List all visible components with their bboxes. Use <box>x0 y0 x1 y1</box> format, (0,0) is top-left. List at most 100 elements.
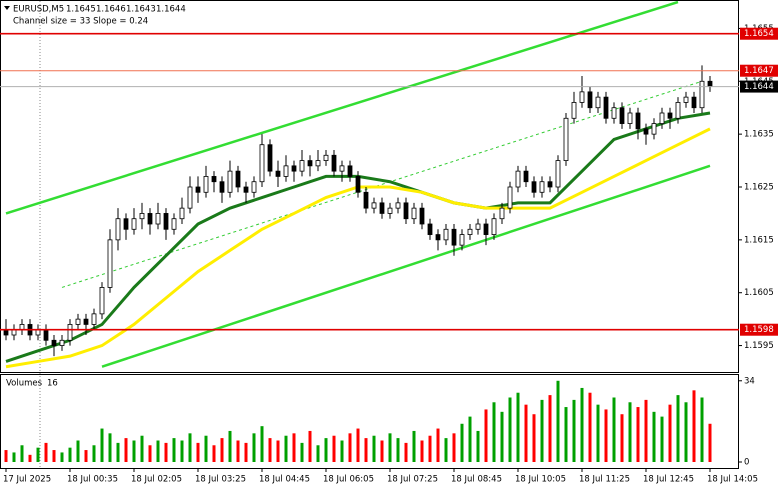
volume-bar <box>84 450 88 462</box>
volume-bar <box>324 438 328 462</box>
candle-body <box>699 80 705 109</box>
candle-body <box>499 207 505 220</box>
candle-body <box>171 218 177 230</box>
ohlc-value: 1.1643 <box>126 5 156 15</box>
candle-body <box>275 170 281 177</box>
volume-bar <box>188 433 192 462</box>
volume-bar <box>396 438 400 462</box>
x-tick-label: 18 Jul 10:05 <box>515 475 566 485</box>
candle-body <box>475 223 481 230</box>
candle-body <box>595 96 601 109</box>
candle-body <box>291 165 297 172</box>
volume-bar <box>604 409 608 462</box>
candle-body <box>243 186 249 193</box>
volume-bar <box>524 404 528 462</box>
candle-body <box>515 170 521 188</box>
volume-tick-label: 34 <box>744 376 755 386</box>
chart-subtitle: Channel size = 33 Slope = 0.24 <box>13 17 148 27</box>
volume-bar <box>636 407 640 462</box>
candle-body <box>651 123 657 135</box>
candle-body <box>267 144 273 172</box>
candle-body <box>59 339 65 346</box>
candle-body <box>147 213 153 225</box>
x-tick-label: 18 Jul 03:25 <box>195 475 246 485</box>
volume-bar <box>372 435 376 462</box>
candle-body <box>339 165 345 172</box>
candle-body <box>347 165 353 177</box>
volume-bar <box>548 395 552 462</box>
candle-body <box>107 239 113 288</box>
candle-body <box>483 223 489 235</box>
candle-body <box>491 218 497 235</box>
candle-body <box>187 186 193 209</box>
volume-bar <box>260 426 264 462</box>
volume-bar <box>708 423 712 462</box>
volume-bar <box>380 440 384 462</box>
candle-body <box>523 170 529 183</box>
volume-bar <box>564 407 568 462</box>
candle-body <box>467 228 473 235</box>
y-tick-label: 1.1625 <box>744 183 774 193</box>
candle-body <box>131 218 137 230</box>
candle-body <box>219 181 225 193</box>
volume-bar <box>508 397 512 462</box>
x-tick-label: 18 Jul 07:25 <box>387 475 438 485</box>
volume-bar <box>332 435 336 462</box>
candle-body <box>603 96 609 119</box>
volume-bar <box>452 433 456 462</box>
candle-body <box>155 213 161 225</box>
x-tick-label: 18 Jul 14:05 <box>707 475 758 485</box>
volume-bar <box>204 435 208 462</box>
candle-body <box>379 202 385 214</box>
candle-body <box>331 154 337 172</box>
volume-bar <box>276 440 280 462</box>
volume-bar <box>468 416 472 462</box>
candle-body <box>51 339 57 346</box>
volume-bar <box>20 445 24 462</box>
candle-body <box>611 107 617 119</box>
candle-body <box>539 181 545 193</box>
candle-body <box>83 318 89 325</box>
channel-line <box>5 1 679 215</box>
candle-body <box>659 112 665 124</box>
volume-bar <box>492 402 496 462</box>
volume-bar <box>532 414 536 462</box>
level-label-box <box>740 27 778 40</box>
candle-body <box>123 218 129 230</box>
y-tick-label: 1.1595 <box>744 341 774 351</box>
volume-bar <box>268 438 272 462</box>
candle-body <box>531 181 537 193</box>
volume-bar <box>300 442 304 462</box>
volume-bar <box>180 440 184 462</box>
candle-body <box>203 176 209 193</box>
y-tick-label: 1.1635 <box>744 130 774 140</box>
x-tick-label: 18 Jul 11:25 <box>579 475 630 485</box>
candle-body <box>459 234 465 246</box>
y-tick-label: 1.1605 <box>744 288 774 298</box>
volume-bar <box>4 450 8 462</box>
volume-bar <box>444 438 448 462</box>
candle-body <box>323 154 329 161</box>
candle-body <box>91 313 97 325</box>
ohlc-value: 1.1645 <box>66 5 96 15</box>
candle-body <box>555 160 561 188</box>
candle-body <box>643 128 649 135</box>
ohlc-value: 1.1646 <box>96 5 126 15</box>
x-tick-label: 18 Jul 04:45 <box>259 475 310 485</box>
volume-bar <box>244 442 248 462</box>
candle-body <box>403 202 409 220</box>
volume-bar <box>628 402 632 462</box>
volume-bar <box>316 445 320 462</box>
candle-body <box>707 80 713 87</box>
volume-bar <box>588 392 592 462</box>
volume-bar <box>692 390 696 462</box>
candle-body <box>419 207 425 225</box>
candle-body <box>675 102 681 119</box>
candle-body <box>571 102 577 119</box>
candle-body <box>547 181 553 188</box>
candle-body <box>411 207 417 220</box>
volume-bar <box>68 447 72 462</box>
x-tick-label: 18 Jul 02:05 <box>131 475 182 485</box>
volume-bar <box>108 433 112 462</box>
volume-bar <box>228 430 232 462</box>
